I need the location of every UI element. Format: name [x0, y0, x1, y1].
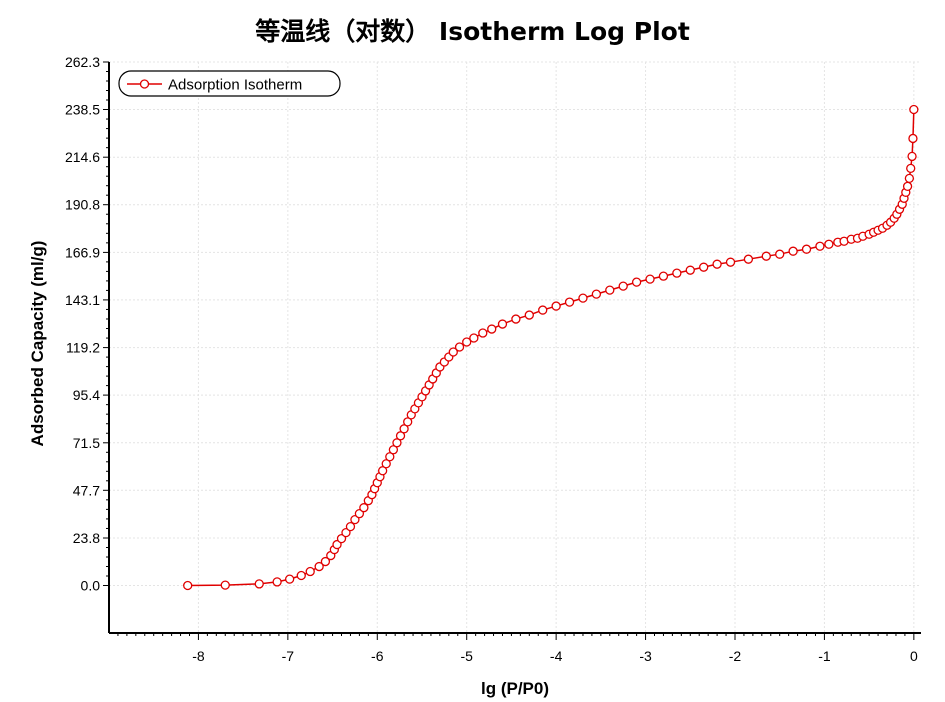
data-point [631, 277, 642, 287]
data-point [497, 319, 508, 329]
data-point [605, 285, 615, 295]
data-point [538, 305, 548, 315]
x-tick-label: 0 [910, 648, 918, 664]
data-point [645, 274, 655, 284]
y-tick-label: 95.4 [73, 387, 100, 403]
x-tick-label: -4 [550, 648, 563, 664]
data-point [908, 133, 918, 144]
data-point [320, 556, 331, 567]
y-tick-label: 119.2 [66, 340, 100, 356]
data-point [524, 310, 534, 320]
axis-layer: 0.0 23.8 47.7 71.5 95.4 119.2 143.1 166.9 190.8 2… [65, 54, 921, 664]
data-point [399, 424, 409, 434]
data-point [658, 271, 669, 281]
data-point [591, 289, 602, 299]
data-point [305, 566, 315, 577]
y-tick-label: 214.6 [65, 149, 100, 165]
data-point [824, 239, 834, 249]
legend-label: Adsorption Isotherm [168, 77, 302, 94]
x-tick-label: -7 [282, 648, 295, 664]
data-point [448, 347, 458, 357]
x-tick-label: -8 [192, 648, 205, 664]
data-point [906, 163, 916, 174]
data-point [578, 293, 588, 303]
data-point [381, 459, 391, 469]
data-point [296, 570, 306, 581]
y-tick-label: 0.0 [81, 577, 101, 593]
y-axis-title: Adsorbed Capacity (ml/g) [28, 241, 47, 447]
data-point [341, 527, 351, 538]
x-tick-label: -1 [818, 648, 831, 664]
data-point [564, 297, 575, 307]
data-point [350, 514, 360, 525]
y-tick-label: 262.3 [65, 54, 100, 70]
data-point [478, 328, 488, 338]
y-tick-label: 23.8 [73, 530, 100, 546]
x-tick-label: -3 [639, 648, 652, 664]
data-point [336, 533, 347, 544]
data-point [815, 241, 825, 251]
x-tick-label: -6 [371, 648, 384, 664]
x-tick-label: -5 [460, 648, 473, 664]
y-tick-label: 143.1 [65, 292, 100, 308]
data-point [272, 577, 282, 587]
y-tick-label: 71.5 [73, 435, 100, 451]
y-tick-label: 238.5 [65, 102, 100, 118]
data-point [743, 254, 754, 264]
data-point [618, 281, 628, 291]
data-point [377, 466, 388, 476]
data-point [788, 246, 798, 256]
data-point [332, 539, 342, 550]
data-point [761, 251, 771, 261]
y-tick-label: 47.7 [73, 482, 100, 498]
y-tick-label: 166.9 [65, 244, 100, 260]
data-point [909, 104, 919, 115]
data-point [284, 574, 295, 584]
grid-layer [109, 61, 921, 633]
legend: Adsorption Isotherm [118, 70, 341, 97]
data-point [904, 173, 915, 184]
series-layer [183, 104, 919, 591]
data-point [314, 561, 324, 572]
data-point [359, 503, 369, 513]
data-point [907, 151, 917, 162]
data-point [388, 445, 399, 455]
data-point [469, 333, 479, 343]
data-point [395, 431, 406, 441]
data-point [801, 244, 812, 254]
legend-box [118, 70, 341, 97]
data-point [902, 181, 913, 191]
legend-marker [139, 79, 150, 89]
data-point [699, 262, 709, 272]
data-point [392, 438, 402, 448]
data-point [487, 324, 497, 334]
data-point [254, 579, 264, 589]
data-point [220, 580, 230, 590]
data-point [672, 268, 682, 278]
y-tick-label: 190.8 [65, 197, 100, 213]
data-point [183, 580, 193, 591]
data-point [454, 342, 465, 352]
x-tick-label: -2 [729, 648, 742, 664]
data-point [725, 257, 736, 267]
data-point [511, 314, 521, 324]
data-point [775, 249, 785, 259]
data-point [385, 452, 395, 462]
data-point [462, 337, 472, 347]
data-point [403, 417, 413, 427]
data-point [685, 265, 695, 275]
data-point [551, 301, 561, 311]
chart-title: 等温线（对数） Isotherm Log Plot [255, 17, 690, 46]
x-axis-title: lg (P/P0) [481, 679, 549, 698]
data-point [354, 509, 365, 519]
data-point [712, 259, 722, 269]
data-point [345, 521, 356, 532]
